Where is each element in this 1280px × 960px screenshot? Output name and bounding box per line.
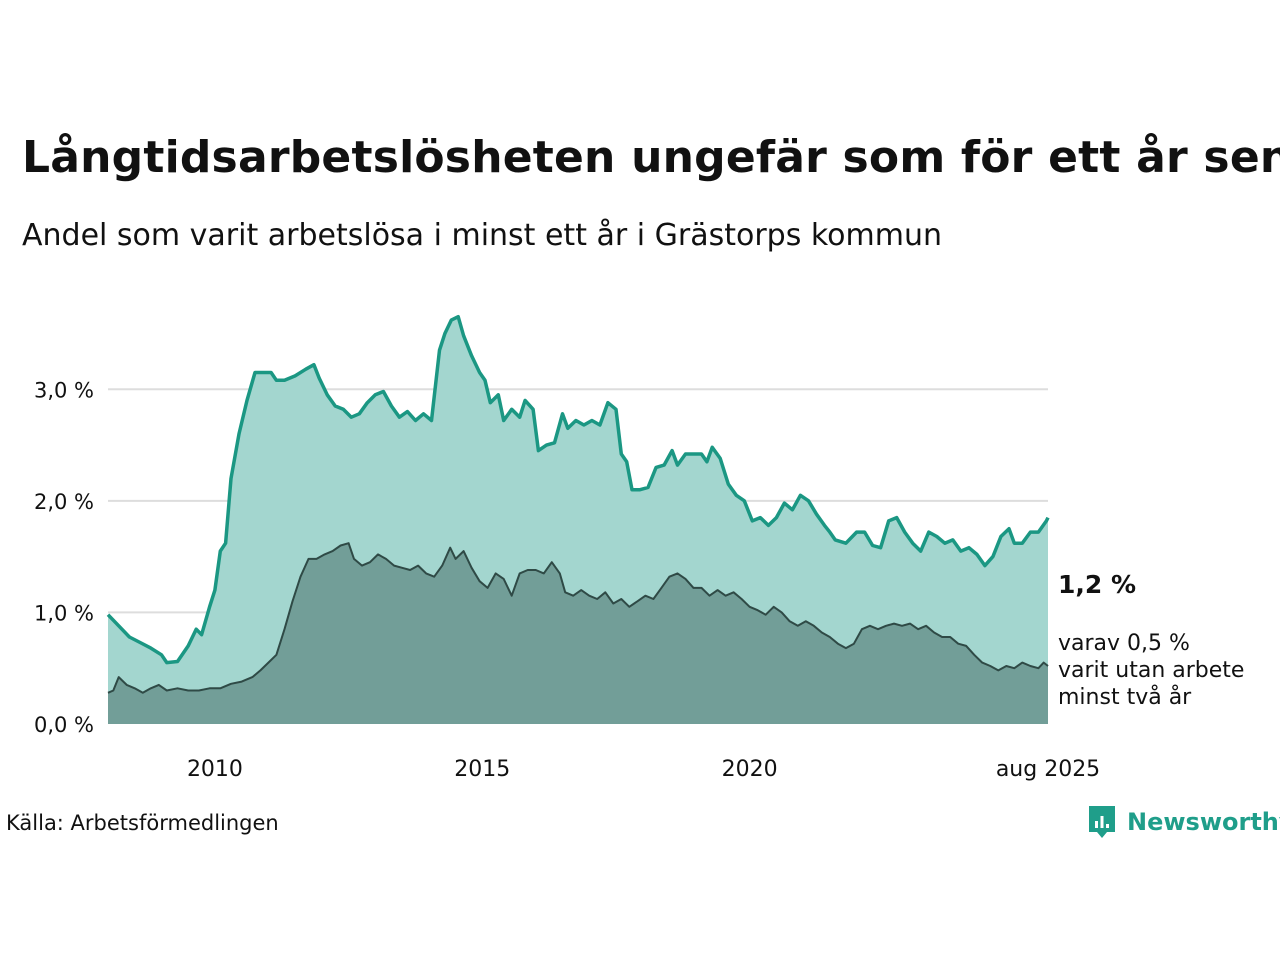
x-tick-label: aug 2025 [996,757,1100,782]
axis-labels: 0,0 % 1,0 % 2,0 % 3,0 % 2010 2015 2020 aug 2025 [34,378,1100,782]
chart-title: Långtidsarbetslösheten ungefär som för e… [22,132,1280,183]
chart-subtitle: Andel som varit arbetslösa i minst ett å… [22,218,943,253]
x-tick-label: 2010 [187,757,243,782]
end-note-line: varav 0,5 % [1058,631,1190,656]
long-line [107,542,1049,694]
x-tick-label: 2020 [722,757,778,782]
area-chart: 0,0 % 1,0 % 2,0 % 3,0 % 2010 2015 2020 aug 2025… [34,314,1244,782]
end-note-line: varit utan arbete [1058,658,1244,683]
chart-areas [108,316,1048,724]
chart-lines [106,314,1050,694]
newsworthy-logo[interactable]: Newsworthy [1087,804,1280,840]
end-note-line: minst två år [1058,684,1192,710]
x-tick-label: 2015 [454,757,510,782]
y-tick-label: 1,0 % [34,601,94,625]
newsworthy-logo-text: Newsworthy [1127,808,1280,836]
long-area [108,543,1048,724]
y-tick-label: 2,0 % [34,490,94,514]
source-note: Källa: Arbetsförmedlingen [6,811,279,835]
total-line [106,314,1050,665]
y-tick-label: 3,0 % [34,378,94,402]
end-value-label: 1,2 % [1058,570,1136,599]
y-tick-label: 0,0 % [34,713,94,737]
newsworthy-logo-icon [1089,806,1115,838]
